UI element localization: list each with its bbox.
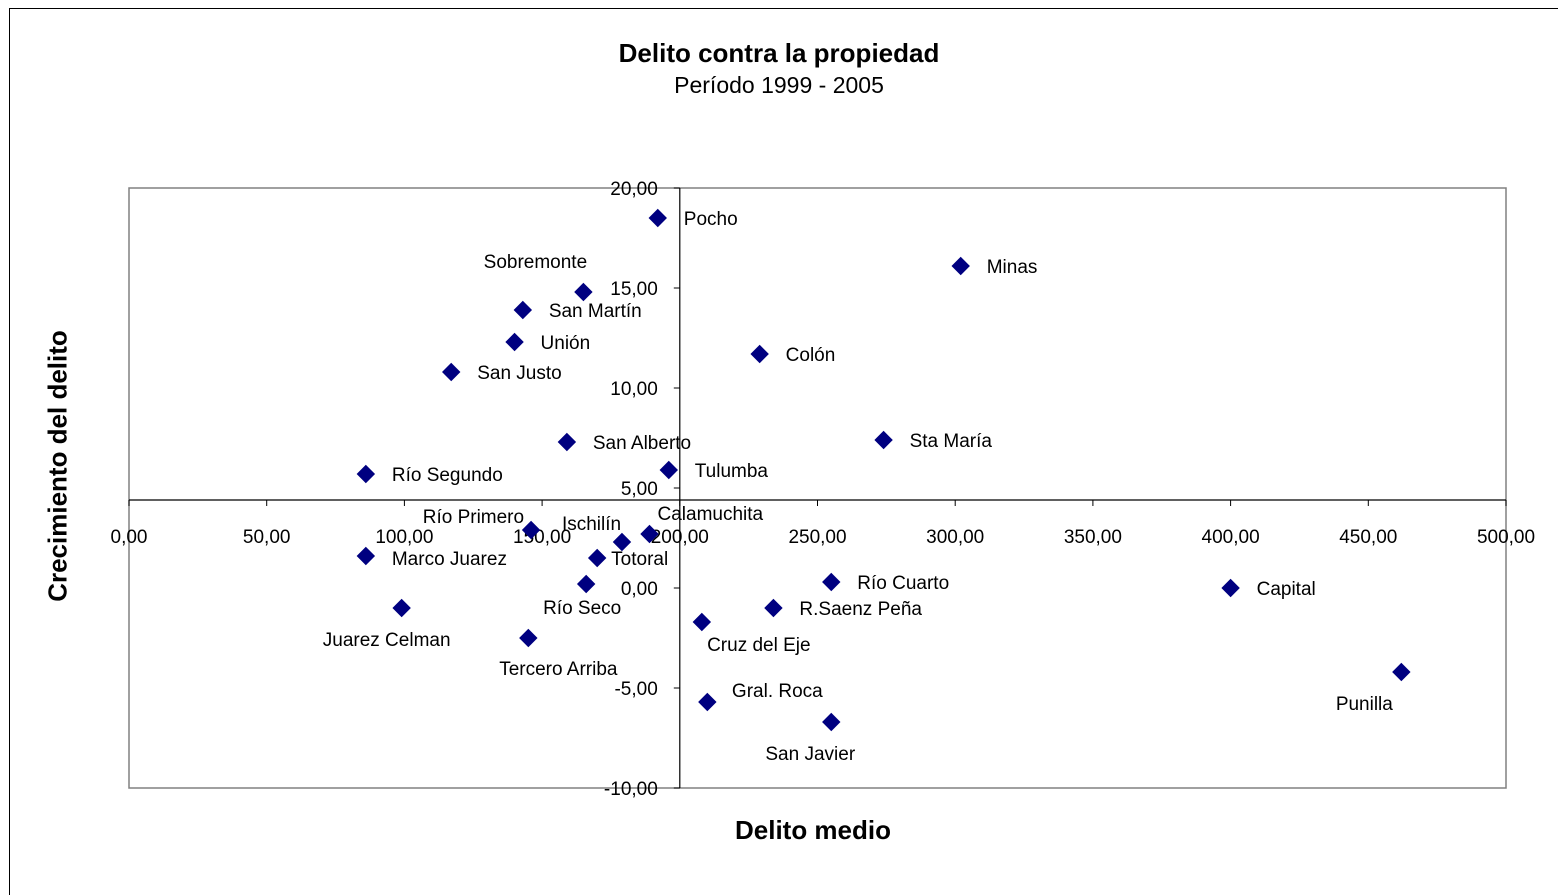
data-point-marker [764,598,783,618]
x-tick-label: 400,00 [1202,527,1260,548]
data-point-label: Gral. Roca [732,681,823,702]
y-tick-label: 5,00 [621,479,658,500]
data-point-label: San Justo [477,363,562,384]
data-point-marker [587,548,607,568]
x-tick-label: 100,00 [375,527,433,548]
data-point-label: San Alberto [593,433,691,454]
data-point-marker [574,282,593,302]
data-point-label: San Martín [549,301,642,322]
data-point-label: Punilla [1336,694,1393,715]
data-point-label: R.Saenz Peña [799,599,922,620]
data-point-label: Calamuchita [658,504,764,525]
data-point-marker [648,208,667,228]
axes: 0,00 50,00 100,00 150,00 200,00 250,00 300,00 3… [111,179,1536,800]
data-point-marker [698,692,717,712]
data-point-label: Tercero Arriba [499,659,618,680]
chart-frame [9,8,1558,895]
data-point-marker [750,344,769,364]
x-tick-label: 350,00 [1064,527,1122,548]
data-point-marker [442,362,461,382]
data-point-label: San Javier [765,744,855,765]
x-axis-title: Delito medio [734,815,891,845]
data-point-marker [519,628,538,648]
data-point-marker [557,432,577,452]
y-tick-label: -10,00 [604,779,658,800]
data-point-marker [659,460,678,480]
data-point-marker [1392,662,1411,682]
chart-title: Delito contra la propiedad [618,38,940,68]
y-tick-label: 10,00 [610,379,658,400]
data-point-label: Río Segundo [392,465,503,486]
chart-subtitle: Período 1999 - 2005 [674,72,884,98]
data-point-marker [822,572,841,592]
plot-area [128,187,1507,789]
data-point-label: Colón [786,345,836,366]
data-point-marker [356,546,376,566]
data-point-label: Unión [541,333,591,354]
y-tick-label: 0,00 [621,579,658,600]
data-point-label: Juarez Celman [323,630,451,651]
data-point-label: Pocho [684,209,738,230]
data-point-marker [874,430,893,450]
data-point-label: Marco Juarez [392,549,507,570]
data-point-label: Minas [987,257,1038,278]
data-point-label: Sobremonte [484,252,588,273]
data-point-marker [392,598,411,618]
data-point-label: Capital [1257,579,1316,600]
data-point-label: Tulumba [695,461,769,482]
data-point-marker [513,300,533,320]
x-tick-label: 300,00 [926,527,984,548]
data-point-label: Río Cuarto [857,573,949,594]
y-tick-label: -5,00 [614,679,657,700]
data-point-marker [692,612,712,632]
data-points: Pocho Minas Sobremonte San Martín Unión Colón… [323,208,1411,765]
data-point-label: Río Seco [543,598,621,619]
y-tick-label: 20,00 [610,179,658,200]
data-point-marker [356,464,376,484]
y-tick-label: 15,00 [610,279,658,300]
x-tick-label: 500,00 [1477,527,1535,548]
x-tick-label: 200,00 [651,527,709,548]
x-tick-label: 450,00 [1339,527,1397,548]
data-point-marker [640,524,659,544]
data-point-label: Río Primero [423,507,524,528]
x-tick-label: 250,00 [788,527,846,548]
data-point-marker [822,712,841,732]
x-tick-label: 50,00 [243,527,291,548]
data-point-marker [576,574,596,594]
data-point-marker [951,256,970,276]
data-point-marker [612,532,632,552]
data-point-label: Ischilín [562,514,621,535]
x-tick-label: 0,00 [111,527,148,548]
data-point-marker [1221,578,1240,598]
data-point-label: Totoral [611,549,668,570]
data-point-label: Sta María [910,431,993,452]
data-point-label: Cruz del Eje [707,635,811,656]
data-point-marker [505,332,524,352]
data-point-marker [521,520,541,540]
